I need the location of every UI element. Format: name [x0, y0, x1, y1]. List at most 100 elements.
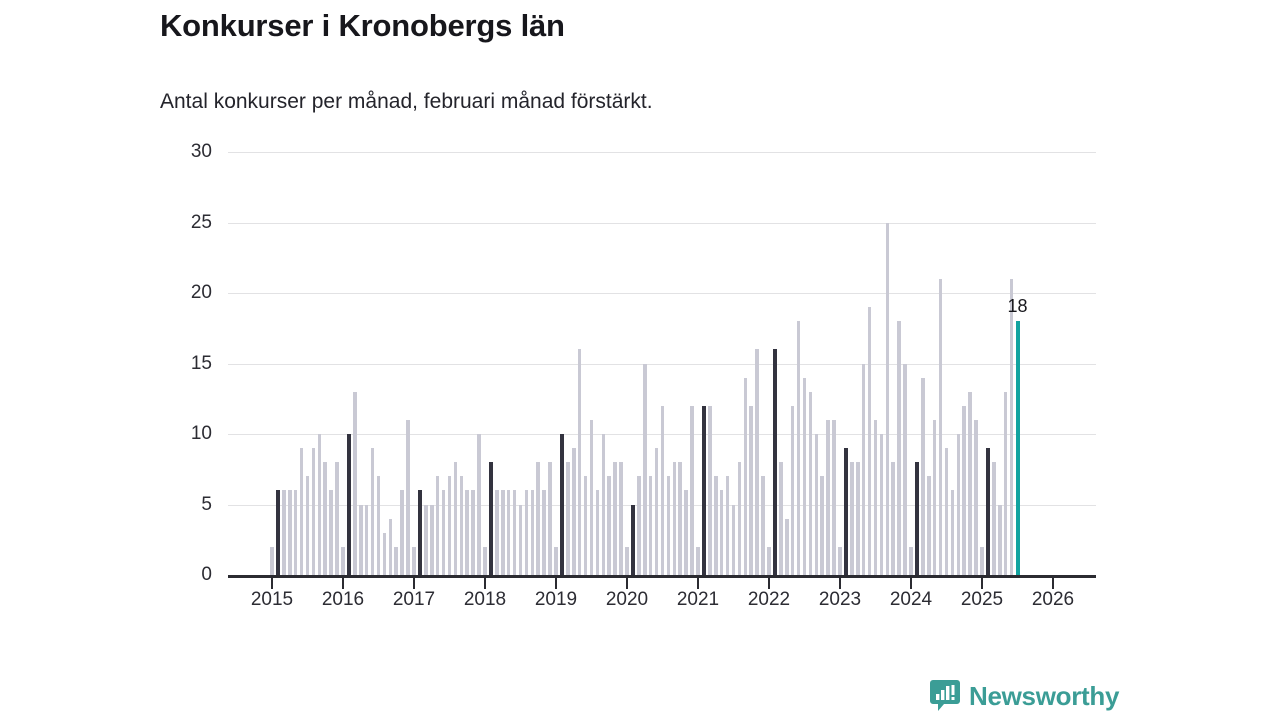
bar — [500, 490, 505, 575]
x-tick-label-2020: 2020 — [605, 589, 649, 610]
bar — [962, 405, 967, 575]
bar — [690, 405, 694, 575]
bar — [850, 462, 854, 575]
bar-chart-speech-bubble-icon — [930, 680, 960, 711]
gridline-25 — [228, 222, 1096, 224]
bar — [637, 476, 641, 575]
bar — [418, 490, 423, 575]
x-tick-label-2022: 2022 — [747, 589, 791, 610]
bar — [861, 363, 866, 575]
bar — [506, 490, 511, 575]
bar — [323, 462, 328, 575]
x-tick-2025 — [981, 578, 983, 589]
bar — [796, 321, 801, 575]
bar — [648, 476, 653, 575]
x-tick-label-2019: 2019 — [534, 589, 578, 610]
bar — [483, 546, 487, 575]
bar — [542, 490, 546, 575]
x-axis-line — [228, 575, 1096, 578]
logo-text: Newsworthy — [969, 680, 1120, 711]
bar — [980, 546, 984, 575]
gridline-30 — [228, 152, 1096, 153]
bar — [276, 490, 281, 575]
bar — [518, 504, 523, 575]
bar — [666, 476, 671, 575]
bar — [489, 462, 494, 575]
bar — [577, 349, 582, 575]
bar — [832, 419, 836, 575]
bar — [879, 434, 884, 575]
bar — [358, 504, 363, 575]
bar — [944, 448, 949, 575]
bar — [601, 434, 606, 575]
bar — [465, 490, 470, 575]
bar — [767, 546, 771, 575]
bar — [347, 434, 352, 575]
x-tick-label-2016: 2016 — [321, 589, 365, 610]
bar — [536, 462, 541, 575]
bar — [808, 391, 813, 575]
y-tick-label-20: 20 — [190, 282, 212, 303]
plot-region: 18 — [228, 152, 1096, 575]
bar — [429, 504, 434, 575]
bar — [885, 222, 890, 575]
x-tick-2023 — [839, 578, 841, 589]
x-tick-2026 — [1052, 578, 1054, 589]
y-tick-label-10: 10 — [190, 423, 212, 444]
x-tick-2018 — [484, 578, 486, 589]
bar — [282, 490, 286, 575]
page-title: Konkurser i Kronobergs län — [160, 8, 565, 43]
bar — [719, 490, 724, 575]
bar — [784, 518, 789, 575]
bar — [400, 490, 404, 575]
bar — [867, 307, 872, 575]
bar — [394, 546, 399, 575]
bar — [424, 504, 428, 575]
bar — [713, 476, 718, 575]
x-tick-2017 — [413, 578, 415, 589]
bar — [471, 490, 475, 575]
bar — [779, 462, 783, 575]
y-tick-label-15: 15 — [190, 352, 212, 374]
bar — [926, 476, 931, 575]
bar — [1009, 278, 1014, 575]
bar — [903, 363, 907, 575]
bar — [412, 546, 416, 575]
bar — [737, 462, 742, 575]
x-tick-2024 — [910, 578, 912, 589]
x-tick-label-2018: 2018 — [463, 589, 507, 610]
bar — [909, 546, 913, 575]
x-tick-2015 — [271, 578, 273, 589]
bar — [287, 490, 292, 575]
bar — [548, 462, 552, 575]
x-tick-label-2015: 2015 — [250, 589, 294, 610]
bar — [459, 476, 464, 575]
bar — [749, 405, 754, 575]
bar — [447, 476, 452, 575]
gridline-15 — [228, 363, 1096, 365]
bar — [968, 391, 972, 575]
bar — [997, 504, 1002, 575]
gridline-20 — [228, 293, 1096, 294]
bar — [731, 504, 736, 575]
bar — [495, 490, 499, 575]
bar — [341, 546, 345, 575]
bar — [743, 377, 748, 575]
bar — [370, 448, 375, 575]
bar — [589, 419, 594, 575]
bar — [820, 476, 825, 575]
bar — [382, 532, 387, 575]
x-tick-label-2025: 2025 — [960, 589, 1004, 610]
bar — [571, 448, 576, 575]
bar — [560, 434, 565, 575]
bar — [335, 462, 339, 575]
bar — [453, 462, 458, 575]
bar — [838, 546, 842, 575]
bar — [311, 448, 316, 575]
bar — [305, 476, 310, 575]
bar — [299, 448, 304, 575]
bar — [678, 462, 683, 575]
bar — [642, 363, 647, 575]
chart-subtitle: Antal konkurser per månad, februari måna… — [160, 90, 653, 113]
